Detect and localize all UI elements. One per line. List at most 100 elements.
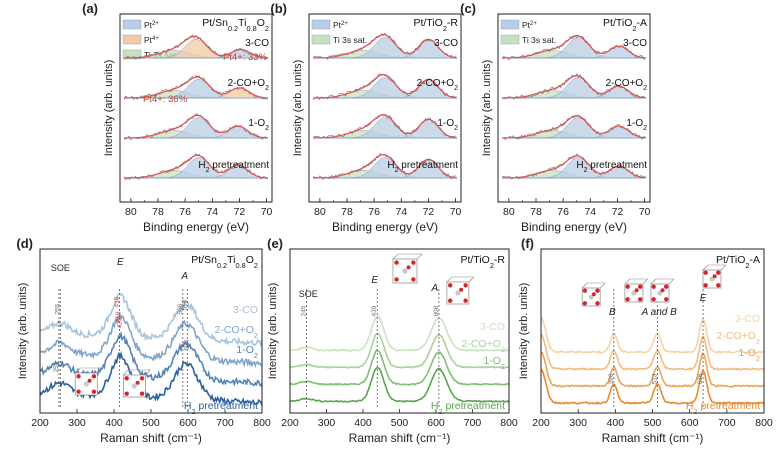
- x-tick-label: 70: [261, 206, 273, 218]
- atom: [591, 292, 596, 297]
- atom: [716, 270, 721, 275]
- crystal-cell-icon: [446, 276, 475, 305]
- x-tick-label: 700: [216, 417, 234, 429]
- atom: [660, 288, 665, 293]
- label-part: 2-CO+O: [228, 78, 266, 89]
- panel-title: Pt/TiO2-R: [413, 17, 458, 33]
- series-label: 1-O2: [738, 347, 760, 363]
- legend-swatch: [311, 19, 331, 30]
- title-part: Pt/Sn: [191, 254, 217, 266]
- series-label: 3-CO: [233, 304, 258, 316]
- x-tick-label: 74: [206, 206, 218, 218]
- cell-edge: [416, 253, 423, 260]
- atom: [394, 260, 399, 265]
- cell-edge: [650, 278, 657, 285]
- label-part: 1-O: [626, 118, 643, 129]
- series-label: H2 pretreatment: [686, 400, 760, 416]
- peak-label: SOE: [51, 263, 70, 273]
- subscript: 2: [254, 351, 258, 360]
- cell-edge: [599, 282, 606, 289]
- label-part: 2-CO+O: [717, 330, 756, 342]
- x-tick-label: 70: [450, 206, 462, 218]
- panel-label: (a): [82, 1, 98, 16]
- x-tick-label: 400: [105, 417, 123, 429]
- legend-entry: Pt2+: [522, 20, 537, 30]
- title-part: O: [246, 254, 254, 266]
- peak-label: E: [117, 257, 124, 268]
- atom: [448, 283, 453, 288]
- subscript: 2: [454, 125, 458, 132]
- label-part: pretreatment: [588, 160, 648, 171]
- x-tick-label: 76: [368, 206, 380, 218]
- subscript: 2: [756, 337, 760, 346]
- band-position-label: 251: [53, 361, 60, 372]
- subscript: 2: [206, 167, 210, 174]
- atom: [703, 283, 708, 288]
- x-tick-label: 600: [179, 417, 197, 429]
- atom: [459, 287, 464, 292]
- subscript: 2: [490, 261, 494, 270]
- label-part: 3-CO: [623, 38, 647, 49]
- crystal-cell-icon: [392, 253, 423, 284]
- plot-frame: [497, 13, 651, 203]
- fit-envelope: [124, 76, 268, 99]
- title-part: Ti: [227, 254, 235, 266]
- x-axis-label: Binding energy (eV): [521, 220, 627, 234]
- raman-spectrum: [540, 368, 765, 405]
- x-tick-label: 72: [612, 206, 624, 218]
- x-tick-label: 72: [423, 206, 435, 218]
- atom: [402, 268, 408, 274]
- cell-edge: [642, 278, 649, 285]
- x-tick-label: 78: [341, 206, 353, 218]
- raw-spectrum: [123, 153, 268, 181]
- legend-swatch: [500, 34, 520, 45]
- cell-edge: [145, 369, 151, 376]
- legend-entry: Pt2+: [144, 20, 159, 30]
- x-axis-label: Binding energy (eV): [143, 220, 249, 234]
- band-position-label: 608: [433, 305, 440, 316]
- label-part: 1-O: [236, 344, 254, 356]
- fit-envelope: [502, 154, 646, 179]
- legend-text: Pt: [144, 20, 153, 30]
- series-label: 2-CO+O2: [606, 78, 648, 92]
- raman-spectrum: [39, 311, 263, 368]
- panel-label: (e): [267, 236, 283, 251]
- atom: [135, 380, 140, 385]
- peak-label: E: [371, 275, 378, 286]
- superscript: 4+: [152, 36, 159, 42]
- y-axis-label: Intensity (arb. units): [518, 283, 530, 380]
- label-part: 2-CO+O: [462, 338, 501, 350]
- atom: [703, 270, 708, 275]
- label-part: pretreatment: [698, 400, 761, 412]
- label-part: H: [686, 400, 694, 412]
- subscript: 0.8: [236, 261, 246, 270]
- atom: [582, 301, 588, 306]
- peak-label: A: [180, 271, 188, 282]
- raman-spectrum: [540, 351, 764, 388]
- cell-edge: [75, 367, 81, 374]
- title-part: Pt/TiO: [460, 254, 489, 266]
- series-label: H2 pretreatment: [387, 160, 458, 174]
- subscript: 2: [265, 24, 269, 33]
- series-label: 1-O2: [437, 118, 458, 132]
- cell-edge: [702, 264, 709, 271]
- x-tick-label: 600: [681, 417, 699, 429]
- atom: [712, 274, 717, 279]
- atom: [595, 301, 600, 306]
- x-tick-label: 76: [557, 206, 569, 218]
- x-tick-label: 78: [152, 206, 164, 218]
- subscript: 0.8: [247, 24, 257, 33]
- title-part: -R: [494, 254, 505, 266]
- legend-swatch: [122, 49, 142, 60]
- label-part: H: [431, 400, 439, 412]
- label-part: 3-CO: [434, 38, 458, 49]
- x-axis-label: Raman shift (cm⁻¹): [349, 431, 451, 445]
- atom: [625, 284, 630, 289]
- atom: [87, 378, 92, 383]
- x-tick-label: 200: [532, 417, 550, 429]
- series-label: 2-CO+O2: [417, 78, 459, 92]
- cell-edge: [97, 367, 103, 374]
